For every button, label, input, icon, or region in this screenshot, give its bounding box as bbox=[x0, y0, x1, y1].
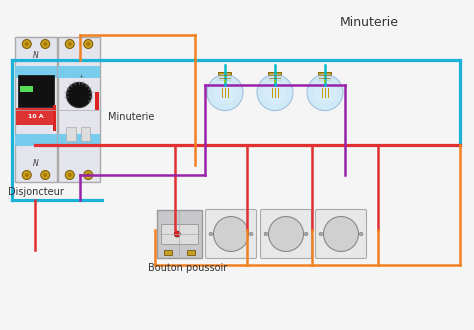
Circle shape bbox=[66, 82, 91, 108]
Circle shape bbox=[213, 216, 248, 251]
Bar bbox=[66, 127, 76, 141]
Circle shape bbox=[41, 40, 50, 49]
Circle shape bbox=[86, 173, 90, 177]
Circle shape bbox=[249, 232, 253, 236]
Bar bbox=[161, 224, 198, 244]
Text: N: N bbox=[33, 50, 39, 59]
Bar bbox=[164, 250, 172, 255]
Circle shape bbox=[319, 232, 323, 236]
Bar bbox=[15, 134, 57, 146]
FancyBboxPatch shape bbox=[261, 210, 311, 258]
Bar bbox=[15, 66, 57, 78]
Circle shape bbox=[86, 42, 90, 46]
Circle shape bbox=[84, 40, 93, 49]
Text: 10 A: 10 A bbox=[28, 114, 44, 119]
Circle shape bbox=[263, 81, 287, 104]
FancyBboxPatch shape bbox=[316, 210, 366, 258]
Circle shape bbox=[304, 232, 308, 236]
Circle shape bbox=[257, 75, 293, 111]
Circle shape bbox=[209, 232, 213, 236]
Circle shape bbox=[307, 75, 343, 111]
Circle shape bbox=[65, 40, 74, 49]
Circle shape bbox=[174, 231, 180, 237]
Circle shape bbox=[359, 232, 363, 236]
Circle shape bbox=[41, 171, 50, 180]
Circle shape bbox=[313, 81, 337, 104]
Text: Minuterie: Minuterie bbox=[340, 16, 399, 29]
FancyBboxPatch shape bbox=[206, 210, 256, 258]
Circle shape bbox=[207, 75, 243, 111]
Bar bbox=[319, 72, 331, 80]
Bar bbox=[58, 66, 100, 78]
Circle shape bbox=[43, 42, 47, 46]
Bar bbox=[95, 92, 99, 110]
Circle shape bbox=[213, 81, 237, 104]
Bar bbox=[187, 250, 195, 255]
Bar bbox=[268, 72, 282, 80]
Circle shape bbox=[68, 42, 72, 46]
Bar bbox=[53, 105, 56, 131]
Circle shape bbox=[43, 173, 47, 177]
Bar bbox=[81, 127, 91, 141]
Circle shape bbox=[22, 40, 31, 49]
Circle shape bbox=[65, 171, 74, 180]
Circle shape bbox=[84, 171, 93, 180]
Circle shape bbox=[22, 171, 31, 180]
Circle shape bbox=[25, 173, 29, 177]
Text: Disjoncteur: Disjoncteur bbox=[8, 187, 64, 197]
FancyBboxPatch shape bbox=[157, 210, 202, 258]
Bar bbox=[18, 75, 54, 107]
Circle shape bbox=[324, 216, 358, 251]
Bar bbox=[58, 134, 100, 146]
Bar bbox=[16, 108, 56, 125]
Bar bbox=[219, 72, 231, 80]
Text: Minuterie: Minuterie bbox=[108, 112, 155, 122]
Circle shape bbox=[264, 232, 268, 236]
FancyBboxPatch shape bbox=[58, 37, 100, 182]
Bar bbox=[20, 86, 33, 92]
Text: N: N bbox=[33, 159, 39, 169]
Text: Bouton poussoir: Bouton poussoir bbox=[148, 263, 227, 273]
Circle shape bbox=[25, 42, 29, 46]
Circle shape bbox=[68, 173, 72, 177]
Circle shape bbox=[268, 216, 303, 251]
FancyBboxPatch shape bbox=[15, 37, 57, 182]
Text: +: + bbox=[79, 74, 83, 79]
